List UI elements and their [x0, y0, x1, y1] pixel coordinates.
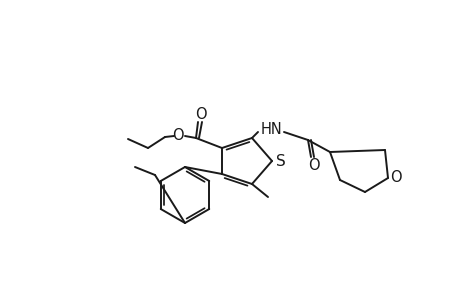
Text: O: O [172, 128, 184, 142]
Text: O: O [195, 106, 207, 122]
Text: S: S [275, 154, 285, 169]
Text: HN: HN [261, 122, 282, 136]
Text: O: O [389, 170, 401, 185]
Text: O: O [308, 158, 319, 172]
